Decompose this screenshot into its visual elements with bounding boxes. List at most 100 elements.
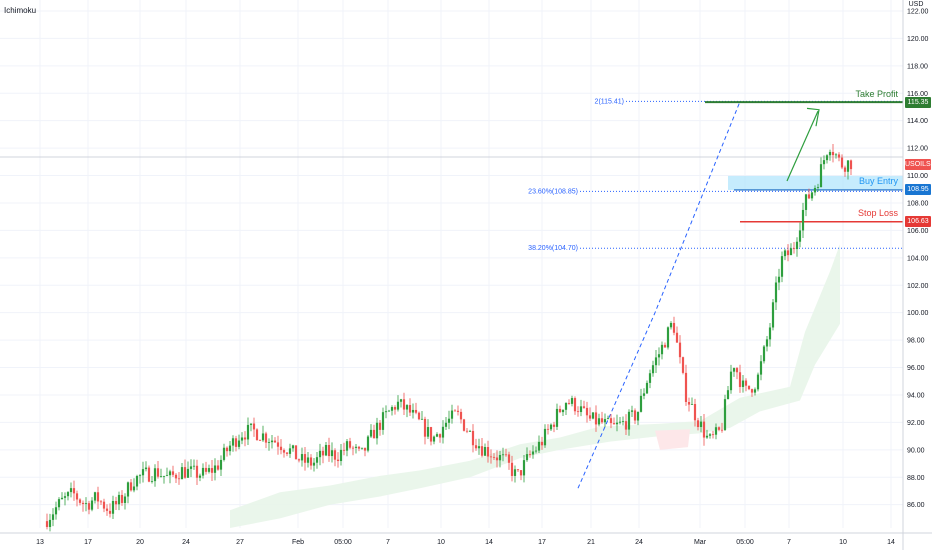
candle-body [564,402,568,410]
time-tick-label: 27 [236,539,244,546]
time-tick-label: 14 [485,539,493,546]
candle-body [714,427,718,435]
candle-body [528,454,532,455]
candle-body [774,282,778,303]
candle-body [636,411,640,421]
time-tick-label: 10 [839,539,847,546]
candle-body [561,409,565,413]
candle-body [585,407,589,416]
candle-body [66,492,70,497]
candle-body [543,428,547,446]
candle-body [771,302,775,328]
candle-body [720,429,724,431]
price-tick-label: 104.00 [907,255,929,262]
price-tick-label: 86.00 [907,502,925,509]
time-tick-label: Mar [694,539,707,546]
candle-body [183,467,187,478]
symbol-price-tag: USOILSPOT [905,159,932,171]
candle-body [675,332,679,343]
candle-body [270,440,274,443]
time-tick-label: 7 [386,539,390,546]
candle-body [372,429,376,439]
candle-body [159,476,163,477]
candle-body [288,448,292,454]
candle-body [225,447,229,452]
candle-body [252,423,256,430]
candle-body [321,450,325,456]
candle-body [579,406,583,413]
candle-body [336,459,340,462]
candle-body [360,447,364,449]
candle-body [519,470,523,476]
price-tick-label: 96.00 [907,365,925,372]
candle-body [318,450,322,458]
candle-body [201,467,205,476]
candle-body [480,446,484,456]
price-tick-label: 90.00 [907,447,925,454]
candle-body [717,427,721,430]
candle-body [732,368,736,372]
candle-body [273,440,277,443]
candle-body [612,423,616,425]
candle-body [411,409,415,413]
fib-level-label: 2(115.41) [595,98,624,105]
candle-body [366,436,370,451]
price-tick-label: 116.00 [907,91,928,98]
candle-body [684,372,688,402]
candle-body [678,342,682,358]
candle-body [84,503,88,505]
candle-body [834,154,838,156]
candle-body [804,194,808,210]
candle-body [459,411,463,420]
fib-level-label: 23.60%(108.85) [528,188,578,195]
candle-body [501,454,505,456]
candle-body [255,429,259,441]
candle-body [516,469,520,471]
candle-body [393,407,397,410]
candle-body [618,421,622,423]
time-tick-label: 05:00 [736,539,754,546]
candle-body [369,429,373,437]
price-tick-label: 120.00 [907,36,929,43]
candle-body [309,457,313,466]
candle-body [627,411,631,430]
candle-body [348,441,352,448]
candle-body [756,374,760,390]
candle-body [390,407,394,411]
time-tick-label: 20 [136,539,144,546]
candle-body [603,419,607,423]
candle-body [465,430,469,432]
candle-body [495,457,499,461]
candle-body [90,500,94,510]
candle-body [777,276,781,283]
candle-body [408,405,412,413]
candle-body [588,415,592,419]
candle-body [726,390,730,400]
candle-body [81,502,85,505]
candle-body [168,471,172,476]
time-tick-label: 17 [84,539,92,546]
candle-body [711,434,715,436]
candle-body [264,433,268,443]
candle-body [417,412,421,420]
time-tick-label: 24 [182,539,190,546]
candle-body [75,493,79,500]
price-axis-bg [903,0,932,550]
candle-body [138,475,142,477]
candle-body [117,494,121,505]
candle-body [441,426,445,438]
candle-body [822,160,826,165]
candle-body [504,454,508,456]
candle-body [204,467,208,472]
candle-body [237,440,241,447]
candle-body [279,446,283,451]
candle-body [471,430,475,446]
candle-body [246,424,250,440]
candle-body [129,482,133,491]
candle-body [345,441,349,451]
candle-body [429,427,433,442]
time-tick-label: Feb [292,539,304,546]
currency-label: USD [908,1,924,8]
candle-body [231,438,235,446]
